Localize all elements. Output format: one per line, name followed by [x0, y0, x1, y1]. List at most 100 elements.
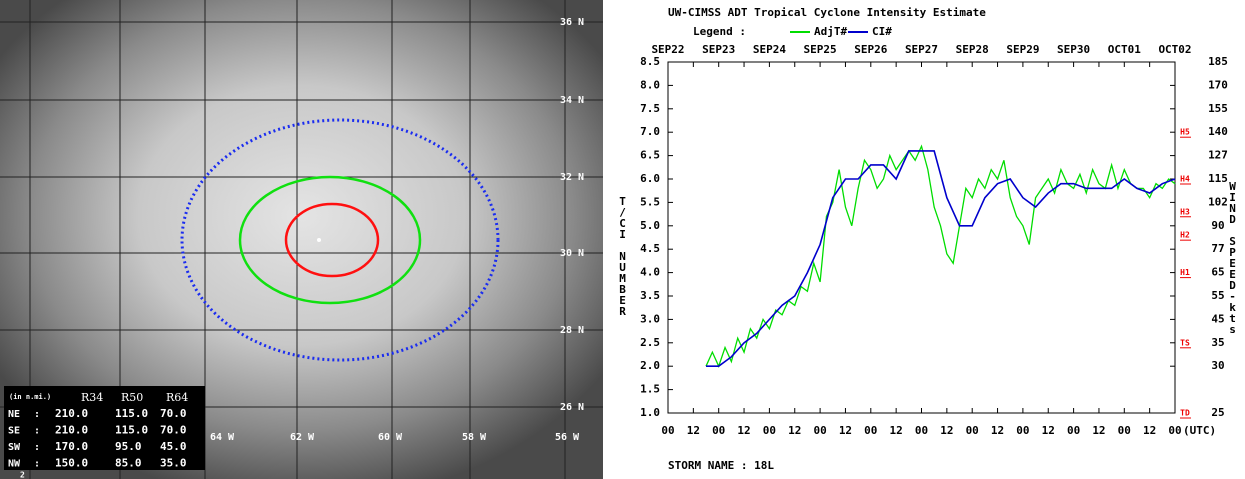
y-tick-label: 1.0	[640, 406, 660, 419]
radius-value: 35.0	[160, 457, 187, 470]
x-tick-label: 00	[763, 424, 776, 437]
y-tick-label: 3.0	[640, 312, 660, 325]
y-tick-label: 5.5	[640, 195, 660, 208]
series-line	[705, 144, 1176, 368]
lon-label: 62 W	[290, 432, 315, 443]
y2-tick-label: 55	[1211, 289, 1224, 302]
colon: :	[34, 426, 40, 437]
y-tick-label: 6.5	[640, 149, 660, 162]
y-axis-label: T/CI NUMBER	[616, 195, 629, 316]
date-label: SEP25	[804, 43, 837, 56]
lon-label: 60 W	[378, 432, 403, 443]
intensity-marker-label: TD	[1180, 409, 1190, 418]
y-tick-label: 4.0	[640, 266, 660, 279]
r34-ring	[180, 118, 500, 362]
y2-tick-label: 35	[1211, 336, 1224, 349]
colon: :	[34, 442, 40, 453]
lat-label: 26 N	[560, 402, 584, 413]
chart-title: UW-CIMSS ADT Tropical Cyclone Intensity …	[668, 6, 986, 19]
intensity-marker-label: H5	[1180, 128, 1190, 137]
radius-value: 95.0	[115, 440, 142, 453]
y2-tick-label: 185	[1208, 55, 1228, 68]
x-tick-label: 12	[1092, 424, 1105, 437]
radii-unit: (in n.mi.)	[9, 393, 51, 401]
y2-tick-label: 140	[1208, 125, 1228, 138]
date-label: SEP30	[1057, 43, 1090, 56]
colon: :	[34, 459, 40, 470]
y-tick-label: 7.5	[640, 102, 660, 115]
y2-tick-label: 155	[1208, 102, 1228, 115]
y2-tick-label: 170	[1208, 78, 1228, 91]
intensity-marker-label: H4	[1180, 175, 1190, 184]
date-label: SEP26	[854, 43, 887, 56]
y-tick-label: 2.0	[640, 359, 660, 372]
series-line	[706, 150, 1176, 368]
radius-value: 85.0	[115, 457, 142, 470]
y2-tick-label: 30	[1211, 359, 1224, 372]
legend-label: Legend :	[693, 25, 746, 38]
radius-value: 45.0	[160, 440, 187, 453]
x-tick-label: 00	[1168, 424, 1181, 437]
intensity-marker-label: TS	[1180, 338, 1190, 347]
intensity-marker-label: H1	[1180, 268, 1190, 277]
y-tick-label: 8.0	[640, 78, 660, 91]
lat-lon-grid	[0, 0, 603, 479]
y2-tick-label: 90	[1211, 219, 1224, 232]
y2-axis-label: WIND SPEED-kts	[1226, 180, 1239, 334]
radius-value: 70.0	[160, 407, 187, 420]
x-tick-label: 00	[966, 424, 979, 437]
x-tick-label: 12	[687, 424, 700, 437]
y2-tick-label: 77	[1211, 242, 1224, 255]
date-label: SEP27	[905, 43, 938, 56]
x-tick-label: 00	[813, 424, 826, 437]
y-tick-label: 6.0	[640, 172, 660, 185]
radius-value: 70.0	[160, 424, 187, 437]
radius-value: 210.0	[55, 424, 88, 437]
lon-label: 58 W	[462, 432, 487, 443]
radii-table	[4, 386, 205, 470]
quadrant: NW	[8, 459, 21, 470]
x-tick-label: 12	[788, 424, 801, 437]
y-tick-label: 3.5	[640, 289, 660, 302]
y-tick-label: 4.5	[640, 242, 660, 255]
y-tick-label: 2.5	[640, 336, 660, 349]
radius-value: 115.0	[115, 424, 148, 437]
y2-tick-label: 25	[1211, 406, 1224, 419]
date-label: SEP29	[1006, 43, 1039, 56]
storm-name: STORM NAME : 18L	[668, 459, 774, 472]
x-tick-label: 12	[1042, 424, 1055, 437]
radius-value: 170.0	[55, 440, 88, 453]
date-label: SEP28	[956, 43, 989, 56]
satellite-image: 36 N 34 N 32 N 30 N 28 N 26 N 64 W 62 W 60 W 58 W…	[0, 0, 603, 479]
x-tick-label: 12	[940, 424, 953, 437]
x-tick-label: 12	[839, 424, 852, 437]
lat-label: 28 N	[560, 325, 584, 336]
y-tick-label: 8.5	[640, 55, 660, 68]
x-tick-label: 00	[1118, 424, 1131, 437]
x-tick-label: 12	[991, 424, 1004, 437]
plot-frame	[667, 61, 1176, 414]
quadrant: SW	[8, 442, 21, 453]
lat-label: 34 N	[560, 95, 584, 106]
x-tick-label: 12	[737, 424, 750, 437]
y-tick-label: 1.5	[640, 383, 660, 396]
r64-ring	[284, 202, 380, 278]
x-tick-label: 00	[712, 424, 725, 437]
x-unit: (UTC)	[1183, 424, 1216, 437]
radii-column: R64	[166, 391, 188, 404]
storm-center	[317, 238, 321, 242]
x-tick-label: 00	[1067, 424, 1080, 437]
date-label: SEP22	[651, 43, 684, 56]
x-tick-label: 00	[1016, 424, 1029, 437]
footer: 2	[20, 471, 25, 479]
legend-entry: CI#	[872, 25, 892, 38]
quadrant: NE	[8, 409, 20, 420]
date-label: SEP23	[702, 43, 735, 56]
x-tick-label: 00	[915, 424, 928, 437]
y-tick-label: 5.0	[640, 219, 660, 232]
date-label: OCT01	[1108, 43, 1141, 56]
intensity-marker-label: H3	[1180, 207, 1190, 216]
y2-tick-label: 115	[1208, 172, 1228, 185]
date-label: SEP24	[753, 43, 786, 56]
